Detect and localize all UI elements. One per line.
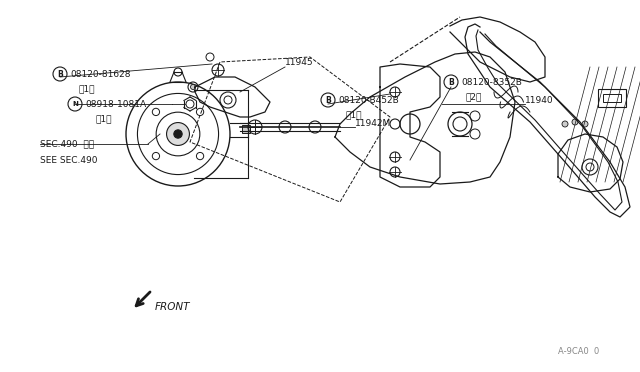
Bar	[242, 125, 250, 133]
Text: N: N	[72, 101, 78, 107]
Text: SEC.490  参照: SEC.490 参照	[40, 140, 94, 148]
Text: 08918-1081A: 08918-1081A	[85, 99, 146, 109]
Circle shape	[582, 121, 588, 127]
Text: 11942M: 11942M	[355, 119, 391, 128]
Circle shape	[174, 68, 182, 76]
Text: （1）: （1）	[346, 110, 362, 119]
Text: 〈1〉: 〈1〉	[95, 115, 111, 124]
Text: B: B	[325, 96, 331, 105]
Text: SEE SEC.490: SEE SEC.490	[40, 155, 97, 164]
Bar	[598, 89, 626, 107]
Text: 08120-81628: 08120-81628	[70, 70, 131, 78]
Circle shape	[166, 122, 189, 145]
Text: （2）: （2）	[466, 93, 483, 102]
Text: A-9CA0  0: A-9CA0 0	[558, 347, 599, 356]
Text: 11945: 11945	[285, 58, 314, 67]
Text: 08120-8352B: 08120-8352B	[461, 77, 522, 87]
Text: B: B	[448, 77, 454, 87]
Text: 08120-B452B: 08120-B452B	[338, 96, 399, 105]
Circle shape	[572, 119, 578, 125]
Text: B: B	[57, 70, 63, 78]
Text: （1）: （1）	[78, 84, 95, 93]
Text: FRONT: FRONT	[155, 302, 191, 312]
Circle shape	[562, 121, 568, 127]
Circle shape	[174, 130, 182, 138]
Bar	[603, 94, 621, 102]
Text: 11940: 11940	[525, 96, 554, 105]
Circle shape	[191, 84, 195, 90]
